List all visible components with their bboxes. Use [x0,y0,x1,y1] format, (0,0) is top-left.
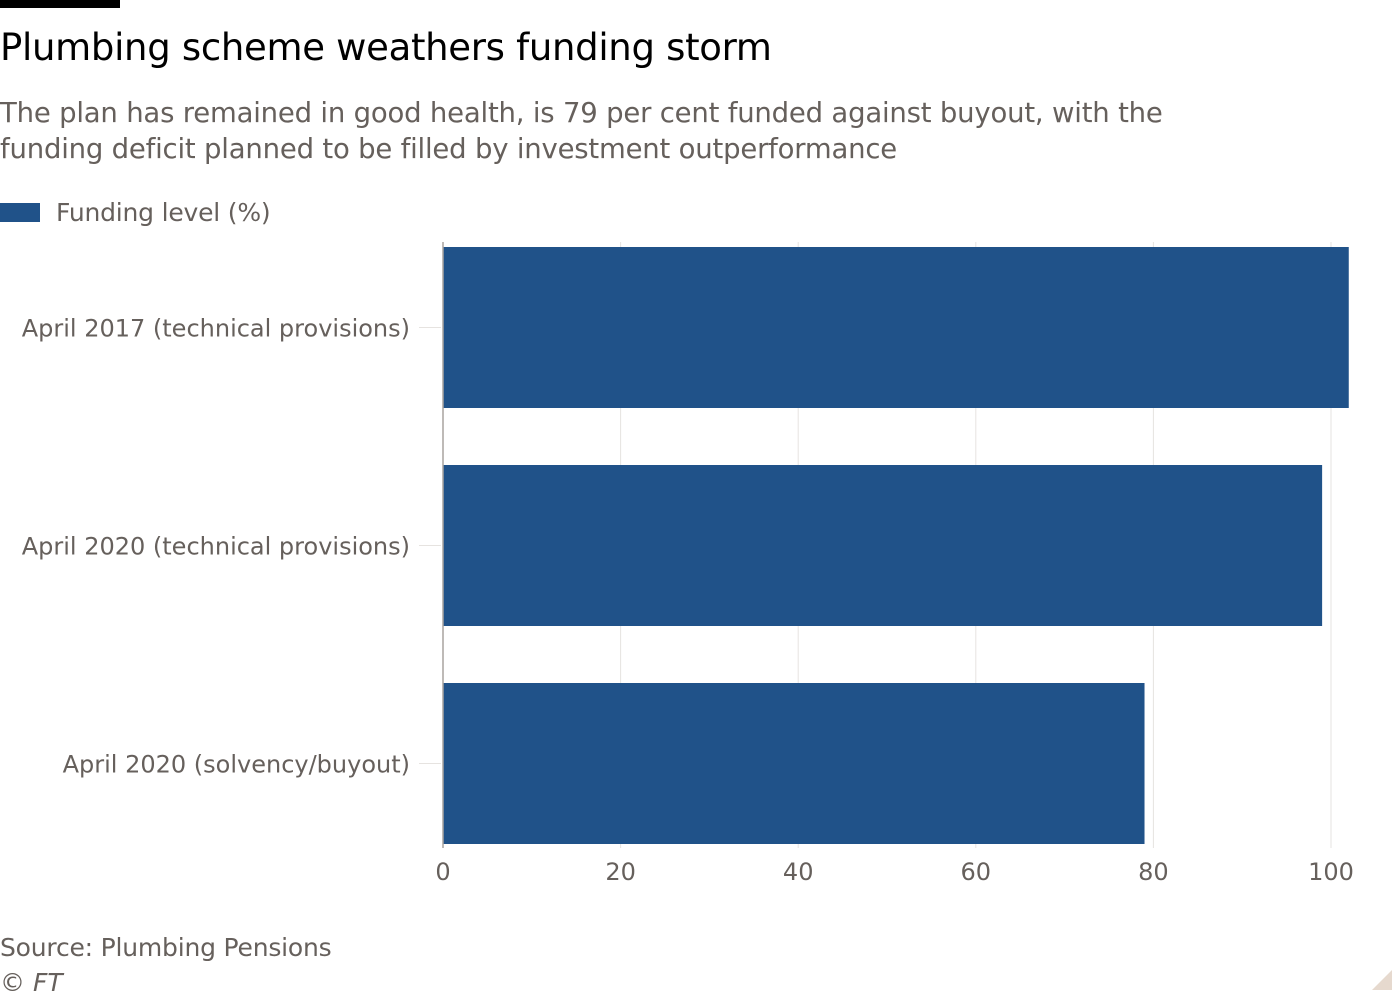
x-tick-label: 20 [605,858,636,886]
y-category-label: April 2017 (technical provisions) [22,315,410,343]
x-tick-label: 60 [961,858,992,886]
x-tick-label: 80 [1138,858,1169,886]
legend-label: Funding level (%) [56,197,271,227]
legend-swatch [0,202,40,222]
copyright-note: © FT [0,968,63,997]
bar [443,683,1145,844]
x-tick-label: 0 [435,858,450,886]
chart-title: Plumbing scheme weathers funding storm [0,26,772,69]
chart-subtitle: The plan has remained in good health, is… [0,97,1163,165]
chart-legend: Funding level (%) [0,196,271,228]
bar [443,465,1323,626]
funding-level-bar-chart: 0 20 40 60 80 100 April 2017 (technical provis… [22,242,1354,886]
y-category-label: April 2020 (solvency/buyout) [63,751,410,779]
corner-mark [1372,970,1392,990]
y-category-label: April 2020 (technical provisions) [22,533,410,561]
brand-top-bar [0,0,120,8]
source-note: Source: Plumbing Pensions [0,933,332,962]
x-tick-label: 100 [1308,858,1354,886]
bar [443,247,1349,408]
x-tick-label: 40 [783,858,814,886]
